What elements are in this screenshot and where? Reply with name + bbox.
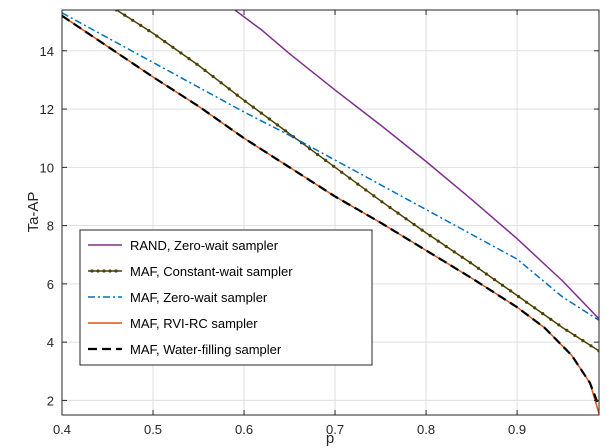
y-tick-label: 10 (40, 160, 54, 175)
series-marker (139, 23, 143, 27)
series-marker (452, 250, 456, 254)
series-marker (123, 13, 127, 17)
x-tick-label: 0.6 (235, 422, 253, 437)
legend-marker (114, 269, 118, 273)
series-marker (291, 135, 296, 139)
series-marker (227, 87, 231, 91)
series-marker (171, 45, 175, 49)
y-tick-label: 6 (47, 277, 54, 292)
series-marker (179, 51, 183, 55)
series-marker (460, 255, 464, 259)
series-marker (509, 289, 513, 293)
series-marker (476, 266, 480, 270)
y-tick-label: 14 (40, 44, 54, 59)
legend-label-4: MAF, Water-filling sampler (130, 342, 282, 357)
series-marker (211, 74, 215, 79)
series-line-0 (234, 10, 599, 320)
legend-marker (96, 269, 100, 273)
series-marker (163, 40, 167, 44)
x-tick-label: 0.9 (508, 422, 526, 437)
series-marker (219, 81, 223, 85)
series-marker (243, 99, 247, 103)
y-tick-label: 2 (47, 393, 54, 408)
series-marker (444, 244, 448, 249)
series-marker (235, 93, 239, 97)
legend-marker (90, 269, 94, 273)
series-marker (533, 306, 537, 310)
series-marker (356, 182, 360, 186)
legend-box (79, 229, 373, 366)
x-tick-label: 0.5 (144, 422, 162, 437)
series-marker (259, 111, 263, 115)
series-marker (316, 152, 320, 157)
series-marker (131, 18, 135, 22)
series-marker (412, 222, 416, 227)
series-marker (492, 278, 497, 282)
legend-label-2: MAF, Zero-wait sampler (130, 290, 268, 305)
series-marker (388, 205, 392, 210)
series-marker (332, 164, 336, 168)
x-tick-label: 0.7 (326, 422, 344, 437)
series-marker (436, 239, 440, 243)
series-marker (147, 29, 151, 33)
tick-labels: 0.4 0.5 0.6 0.7 0.8 0.9 2 4 6 8 10 12 14 (40, 44, 527, 437)
x-tick-label: 0.4 (53, 422, 71, 437)
series-marker (372, 194, 376, 198)
series-marker (155, 34, 159, 38)
legend-label-3: MAF, RVI-RC sampler (130, 316, 258, 331)
series-marker (541, 312, 545, 316)
series-line-2 (62, 12, 599, 321)
x-axis-label: p (326, 430, 334, 447)
legend-items: RAND, Zero-wait sampler MAF, Constant-wai… (88, 238, 293, 357)
series-marker (525, 300, 529, 304)
y-tick-label: 4 (47, 335, 54, 350)
series-marker (348, 176, 352, 180)
series-marker (581, 339, 585, 343)
legend-label-1: MAF, Constant-wait sampler (130, 264, 293, 279)
y-tick-label: 12 (40, 102, 54, 117)
series-marker (565, 328, 569, 332)
series-marker (589, 344, 593, 348)
x-tick-label: 0.8 (417, 422, 435, 437)
series-marker (549, 317, 553, 321)
series-marker (484, 272, 488, 276)
legend-label-0: RAND, Zero-wait sampler (130, 238, 279, 253)
series-marker (187, 57, 191, 61)
series-marker (404, 217, 408, 221)
series-marker (420, 228, 424, 232)
legend: RAND, Zero-wait sampler MAF, Constant-wai… (79, 229, 373, 366)
series-marker (203, 68, 207, 72)
series-marker (283, 129, 287, 133)
series-marker (396, 211, 400, 215)
series-line-4 (62, 14, 599, 407)
series-marker (573, 333, 577, 338)
y-tick-label: 8 (47, 219, 54, 234)
ticks (61, 10, 599, 415)
legend-marker (108, 269, 112, 273)
plot-frame (61, 9, 600, 416)
legend-marker (102, 269, 106, 273)
series-marker (428, 234, 432, 238)
series-marker (251, 105, 255, 109)
series-marker (468, 261, 472, 265)
series-marker (267, 117, 271, 121)
series-marker (275, 123, 279, 127)
series-marker (324, 158, 328, 162)
series-marker (195, 62, 199, 66)
series-marker (364, 188, 368, 192)
y-axis-label: Ta-AP (25, 192, 42, 233)
series-marker (517, 295, 521, 299)
series-marker (557, 323, 561, 327)
series-group (62, 10, 599, 414)
series-marker (500, 283, 505, 287)
series-marker (340, 170, 344, 174)
series-marker (380, 200, 384, 204)
series-marker (308, 147, 312, 151)
